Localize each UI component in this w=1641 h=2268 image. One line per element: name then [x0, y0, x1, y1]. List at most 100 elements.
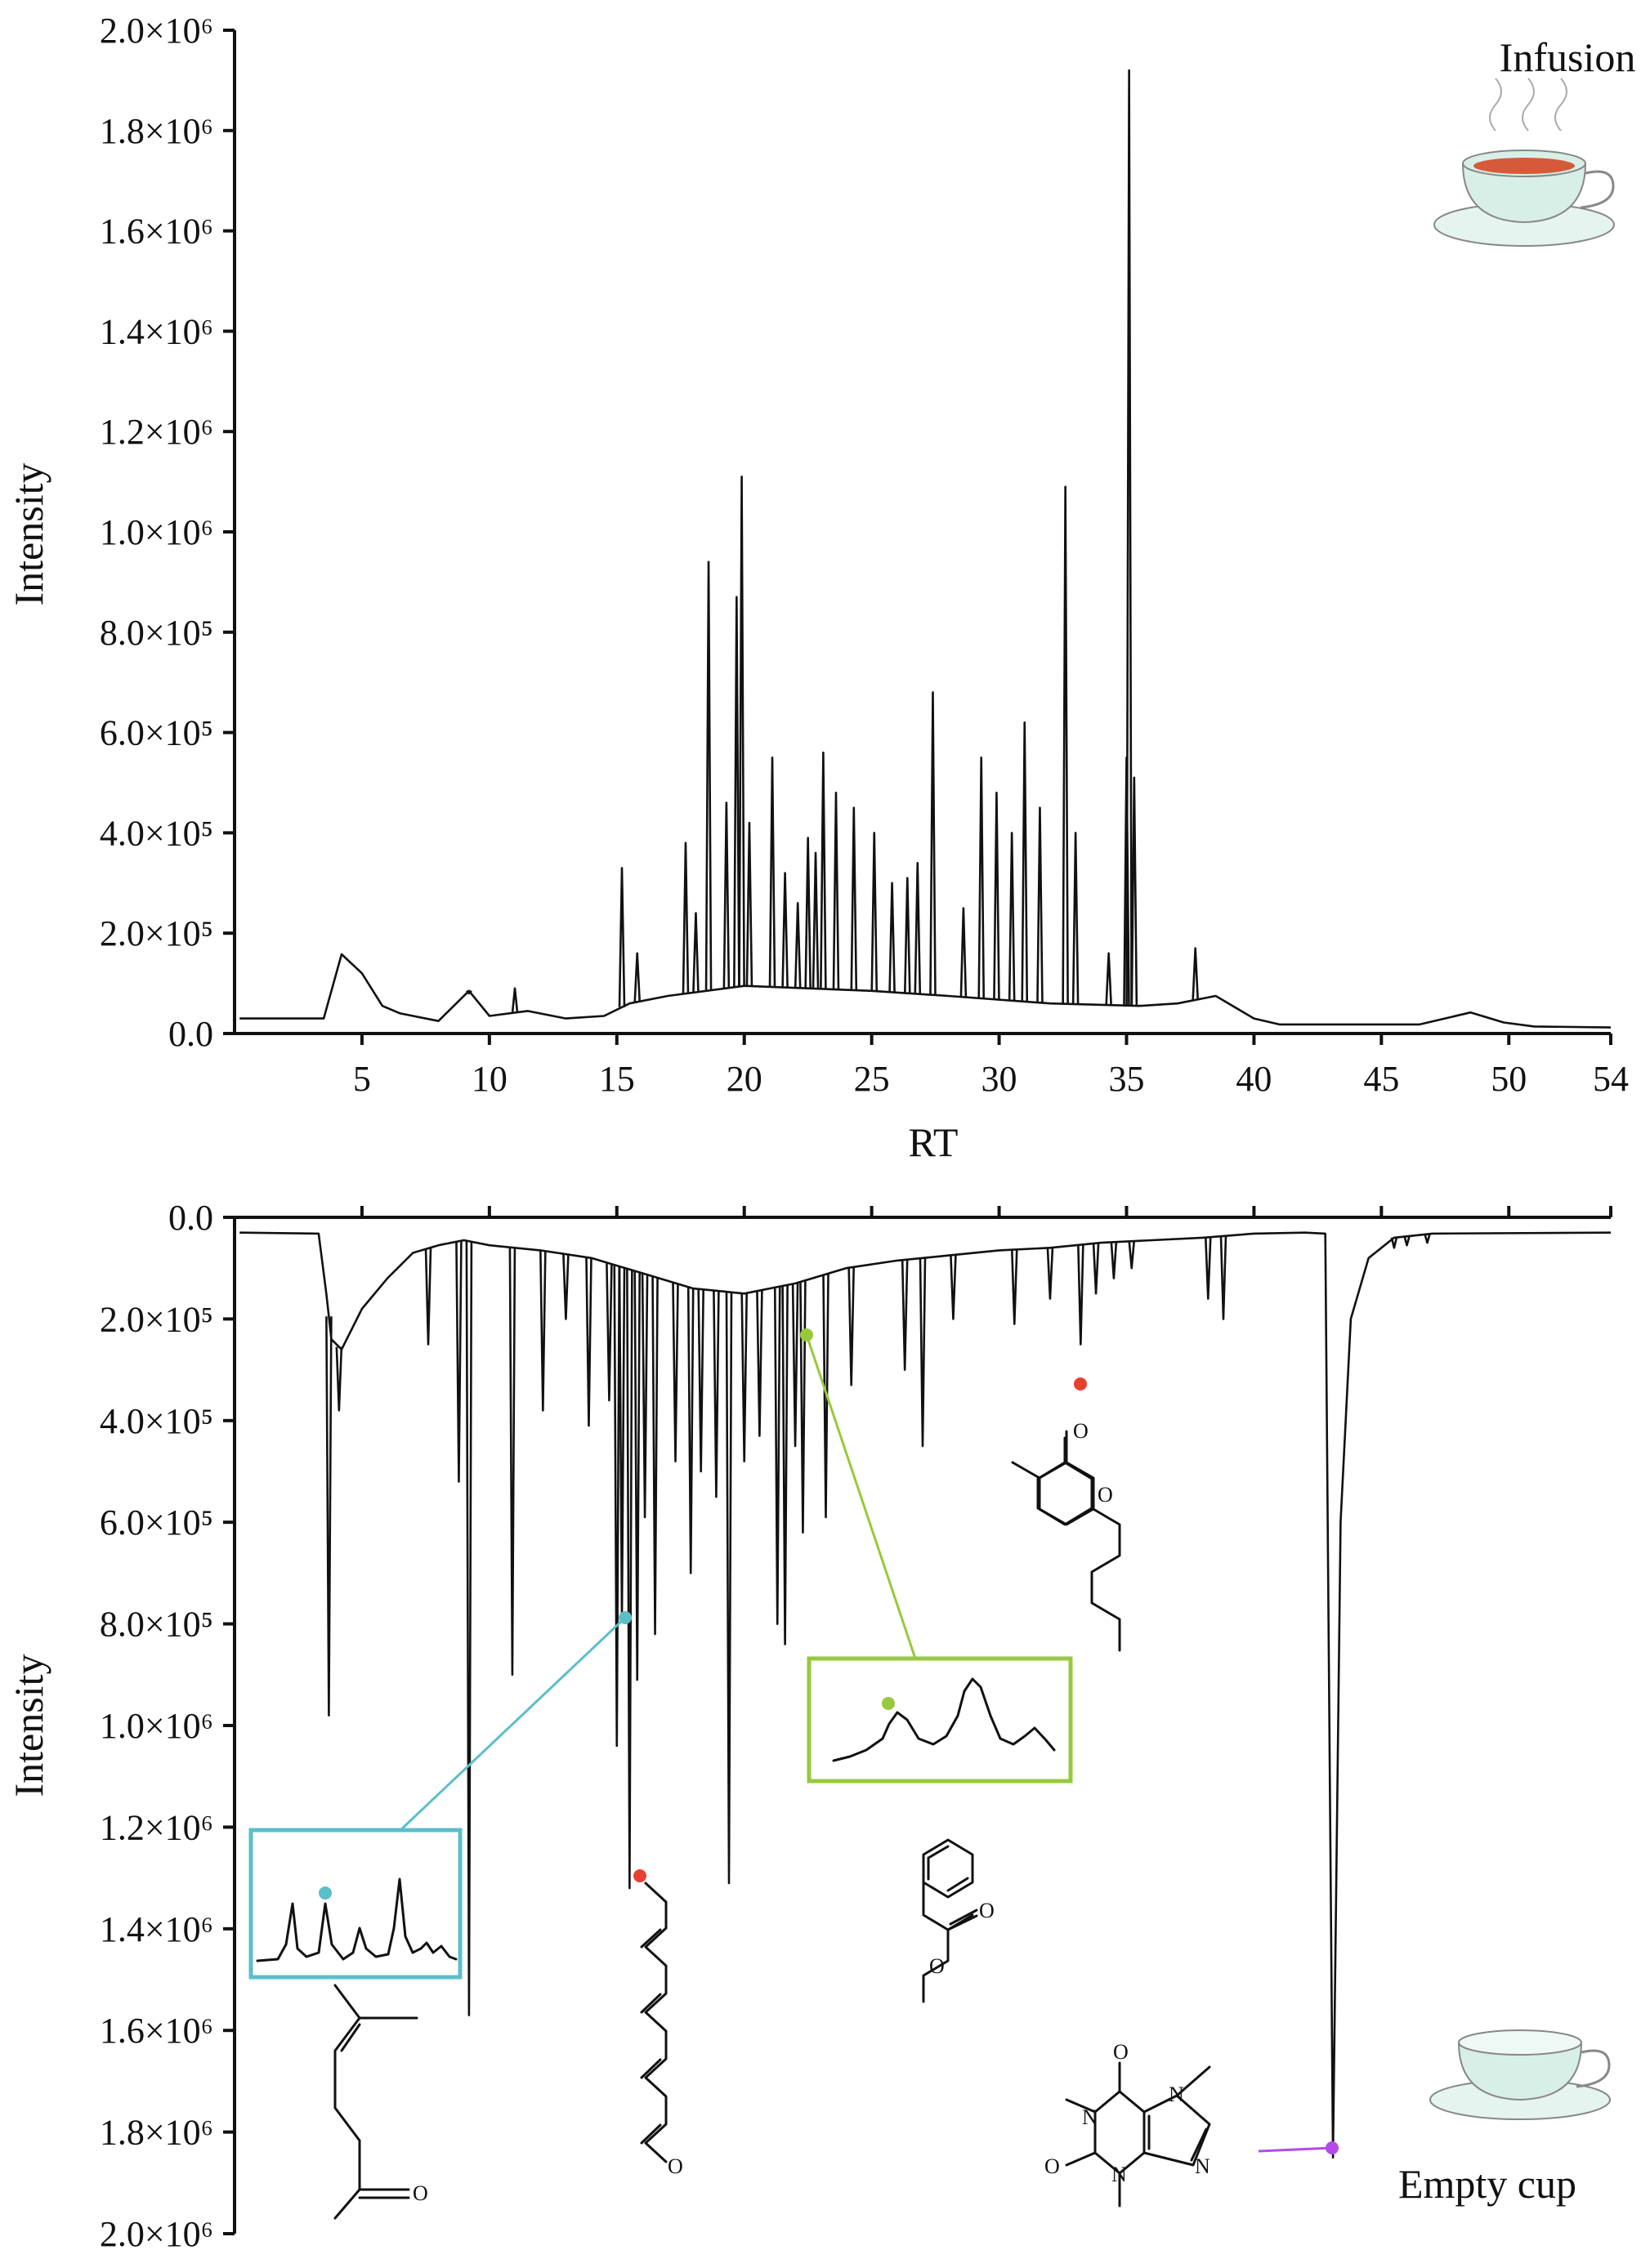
- bottom-y-tick-label: 1.4×10⁶: [100, 1909, 213, 1949]
- phenylacetate-structure: O O: [922, 1838, 995, 2003]
- infusion-chart-panel: 0.0 2.0×10⁵ 4.0×10⁵ 6.0×10⁵ 8.0×10⁵ 1.0×10⁶ 1.…: [6, 11, 1635, 1165]
- bottom-peak: [1403, 1235, 1411, 1247]
- bottom-peak: [562, 1254, 570, 1320]
- top-y-tick-label: 0.0: [168, 1014, 213, 1054]
- empty-cup-icon: [1429, 2029, 1611, 2120]
- top-peak: [1105, 952, 1112, 1006]
- bottom-y-axis-title: Intensity: [6, 1654, 51, 1797]
- top-peak: [1021, 721, 1029, 1002]
- top-peak: [738, 475, 745, 987]
- green-peak-inset: [800, 1328, 1073, 1784]
- bottom-peak: [1390, 1237, 1398, 1249]
- bottom-x-axis-ticks: [360, 1206, 1612, 1217]
- bottom-peak: [756, 1290, 763, 1437]
- bottom-peak: [1204, 1237, 1212, 1300]
- ketone-structure: O: [333, 1984, 428, 2220]
- top-peak: [465, 989, 472, 995]
- ester-oxygen: O: [929, 1954, 945, 1978]
- bottom-peak: [919, 1257, 927, 1448]
- bottom-peak: [1010, 1249, 1018, 1325]
- top-peak: [850, 806, 858, 990]
- bottom-peak: [799, 1281, 807, 1534]
- top-x-tick-label: 30: [981, 1059, 1017, 1099]
- bottom-peak: [740, 1293, 749, 1462]
- bottom-y-tick-label: 8.0×10⁵: [100, 1605, 213, 1645]
- top-y-axis-ticks: 0.0 2.0×10⁵ 4.0×10⁵ 6.0×10⁵ 8.0×10⁵ 1.0×10⁶ 1.…: [100, 11, 235, 1054]
- bottom-y-tick-label: 1.6×10⁶: [100, 2011, 213, 2051]
- ketone-oxygen: O: [413, 2181, 428, 2205]
- bottom-peak: [508, 1248, 516, 1676]
- top-peak: [993, 791, 1000, 1000]
- bottom-peak: [325, 1316, 333, 1717]
- top-peak: [977, 756, 986, 998]
- caffeine-nitrogen-7: N: [1169, 2083, 1184, 2106]
- bottom-peak: [686, 1288, 695, 1574]
- top-peak: [511, 987, 519, 1013]
- top-peak: [692, 912, 700, 993]
- top-baseline-trace: [239, 953, 1612, 1029]
- bottom-peak: [613, 1266, 621, 1748]
- top-peak: [682, 842, 690, 994]
- top-peak: [914, 861, 922, 994]
- bottom-peak: [539, 1250, 547, 1412]
- bottom-peak: [465, 1241, 473, 2016]
- top-x-tick-label: 45: [1363, 1059, 1399, 1099]
- bottom-y-tick-label: 1.0×10⁶: [100, 1706, 213, 1746]
- bottom-peak: [335, 1346, 343, 1412]
- bottom-peak: [1128, 1241, 1136, 1270]
- top-peak: [794, 902, 802, 989]
- bottom-peak: [626, 1269, 633, 1890]
- bottom-peak: [633, 1271, 642, 1681]
- bottom-y-tick-label: 4.0×10⁵: [100, 1401, 213, 1441]
- top-peak: [929, 691, 937, 995]
- top-y-tick-label: 6.0×10⁵: [100, 713, 213, 753]
- top-x-tick-label: 5: [353, 1059, 371, 1099]
- bottom-y-tick-label: 2.0×10⁶: [100, 2214, 213, 2254]
- bottom-baseline-trace: [239, 1231, 1612, 2159]
- top-x-tick-label: 40: [1236, 1059, 1272, 1099]
- top-peak: [618, 867, 626, 1007]
- top-y-tick-label: 2.0×10⁵: [100, 913, 213, 953]
- top-peak: [820, 751, 827, 989]
- top-peak: [768, 756, 776, 988]
- top-peak: [804, 837, 812, 989]
- bottom-peak: [1110, 1242, 1118, 1279]
- top-x-tick-label: 15: [599, 1059, 635, 1099]
- red-peak-markers: [633, 1377, 1087, 1882]
- top-peak: [722, 801, 731, 989]
- bottom-peak: [713, 1290, 720, 1498]
- top-peak: [812, 851, 820, 989]
- caffeine-nitrogen-3: N: [1111, 2163, 1127, 2186]
- bottom-peak: [773, 1287, 781, 1625]
- top-peak: [745, 821, 753, 986]
- top-x-tick-label: 35: [1108, 1059, 1144, 1099]
- tea-cup-icon: [1433, 78, 1615, 247]
- bottom-y-tick-label: 1.2×10⁶: [100, 1807, 213, 1847]
- bottom-peak: [1092, 1243, 1100, 1295]
- caffeine-nitrogen-1: N: [1082, 2105, 1098, 2129]
- cyan-peak-inset: [248, 1611, 632, 1980]
- empty-cup-chart-panel: 0.0 2.0×10⁵ 4.0×10⁵ 6.0×10⁵ 8.0×10⁵ 1.0×10⁶ 1.…: [6, 1198, 1612, 2254]
- top-x-tick-label: 20: [727, 1059, 762, 1099]
- top-y-tick-label: 1.4×10⁶: [100, 311, 213, 351]
- bottom-peak: [697, 1288, 704, 1473]
- caffeine-oxygen-top: O: [1113, 2040, 1129, 2064]
- top-peak: [1036, 806, 1044, 1003]
- bottom-y-axis-ticks: 0.0 2.0×10⁵ 4.0×10⁵ 6.0×10⁵ 8.0×10⁵ 1.0×10⁶ 1.…: [100, 1198, 235, 2254]
- dienal-oxygen: O: [668, 2154, 683, 2178]
- top-peak: [733, 596, 740, 987]
- bottom-y-tick-label: 2.0×10⁵: [100, 1299, 213, 1339]
- top-y-tick-label: 1.2×10⁶: [100, 412, 213, 452]
- caffeine-nitrogen-9: N: [1195, 2154, 1210, 2178]
- top-y-tick-label: 1.0×10⁶: [100, 512, 213, 552]
- lactone-structure: O O: [1013, 1419, 1121, 1652]
- top-peak: [870, 832, 879, 992]
- top-peak: [704, 560, 713, 991]
- bottom-peak: [455, 1241, 463, 1483]
- bottom-peak: [585, 1257, 592, 1427]
- top-x-tick-label: 10: [472, 1059, 508, 1099]
- top-y-tick-label: 8.0×10⁵: [100, 613, 213, 653]
- bottom-y-tick-label: 1.8×10⁶: [100, 2113, 213, 2153]
- top-peak: [781, 872, 789, 988]
- bottom-peak: [1424, 1234, 1431, 1244]
